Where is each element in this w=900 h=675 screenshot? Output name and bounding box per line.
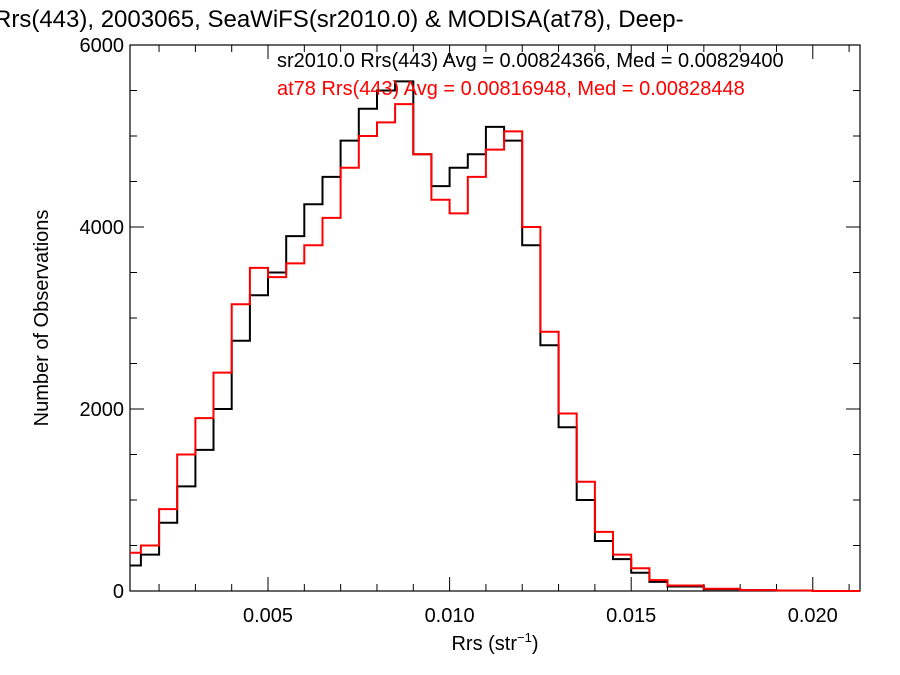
legend-entry-at78: at78 Rrs(443) Avg = 0.00816948, Med = 0.… [277, 78, 745, 100]
series-line-at78 [130, 103, 860, 592]
axis-ticks [130, 44, 860, 592]
x-axis-label-sup: −1 [517, 630, 532, 645]
chart-title: Rrs(443), 2003065, SeaWiFS(sr2010.0) & M… [0, 6, 684, 33]
x-tick-label: 0.020 [788, 605, 838, 627]
x-axis-label-close: ) [532, 633, 539, 655]
axis-tick-labels: 0.005 0.010 0.015 0.020 0 2000 4000 6000 [80, 35, 838, 627]
x-tick-label: 0.010 [425, 605, 475, 627]
x-tick-label: 0.005 [243, 605, 293, 627]
y-tick-label: 0 [113, 581, 124, 603]
y-tick-label: 6000 [80, 35, 125, 57]
series-layer [130, 80, 860, 592]
x-axis-label-main: Rrs (str [451, 633, 517, 655]
y-tick-label: 4000 [80, 217, 125, 239]
legend-entry-sr2010: sr2010.0 Rrs(443) Avg = 0.00824366, Med … [277, 50, 784, 72]
x-axis-label: Rrs (str−1) [451, 630, 538, 655]
series-line-sr20100 [130, 80, 860, 592]
legend: sr2010.0 Rrs(443) Avg = 0.00824366, Med … [277, 50, 784, 100]
y-tick-label: 2000 [80, 399, 125, 421]
x-tick-label: 0.015 [606, 605, 656, 627]
y-axis-label: Number of Observations [31, 210, 53, 427]
